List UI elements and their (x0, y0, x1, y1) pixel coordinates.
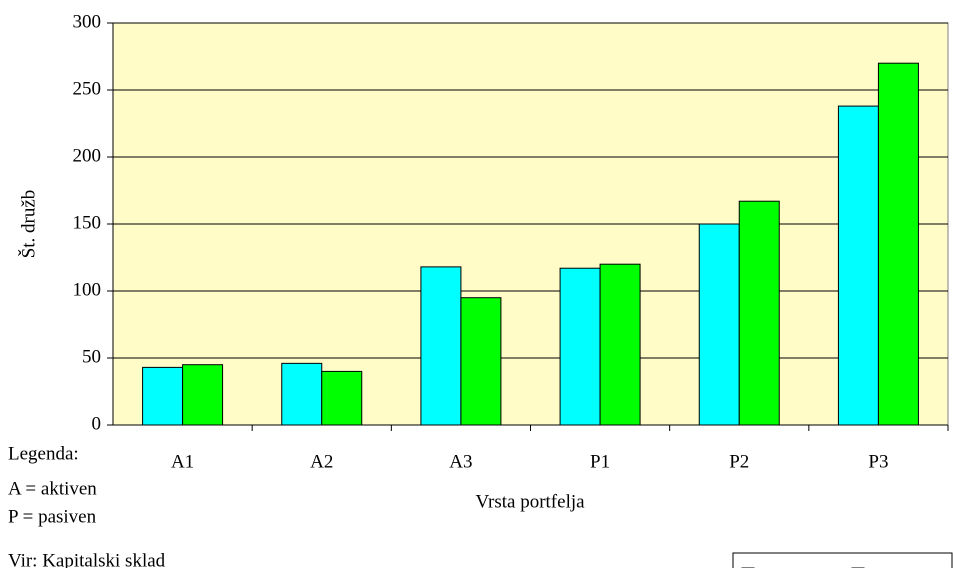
note: Legenda: (8, 443, 79, 464)
bar (877, 62, 919, 426)
legend-label: 1999 (867, 564, 905, 568)
x-tick-label: P1 (590, 451, 610, 472)
legend-box (732, 552, 953, 568)
bar (559, 267, 601, 426)
bar (420, 266, 462, 426)
x-tick-label: A1 (171, 451, 194, 472)
x-axis-title: Vrsta portfelja (475, 491, 585, 512)
bar (281, 362, 323, 426)
bar (182, 364, 224, 426)
bar (738, 200, 780, 426)
y-tick-label: 50 (82, 346, 101, 367)
y-tick-label: 250 (73, 78, 102, 99)
x-tick-label: P2 (729, 451, 749, 472)
bar (837, 105, 879, 426)
y-tick-label: 0 (92, 413, 102, 434)
y-tick-label: 200 (73, 145, 102, 166)
y-axis-title: Št. družb (17, 190, 39, 259)
y-tick-label: 150 (73, 212, 102, 233)
bar (698, 223, 740, 426)
bar (599, 263, 641, 426)
x-tick-label: P3 (868, 451, 888, 472)
y-tick-label: 100 (73, 279, 102, 300)
y-tick-label: 300 (73, 11, 102, 32)
note: P = pasiven (8, 506, 97, 527)
bar (321, 370, 363, 426)
x-tick-label: A2 (310, 451, 333, 472)
source: Vir: Kapitalski sklad (8, 550, 166, 568)
x-tick-label: A3 (449, 451, 472, 472)
legend-label: 1998 (757, 564, 795, 568)
bar (142, 366, 184, 426)
note: A = aktiven (8, 478, 97, 499)
bar (460, 297, 502, 426)
